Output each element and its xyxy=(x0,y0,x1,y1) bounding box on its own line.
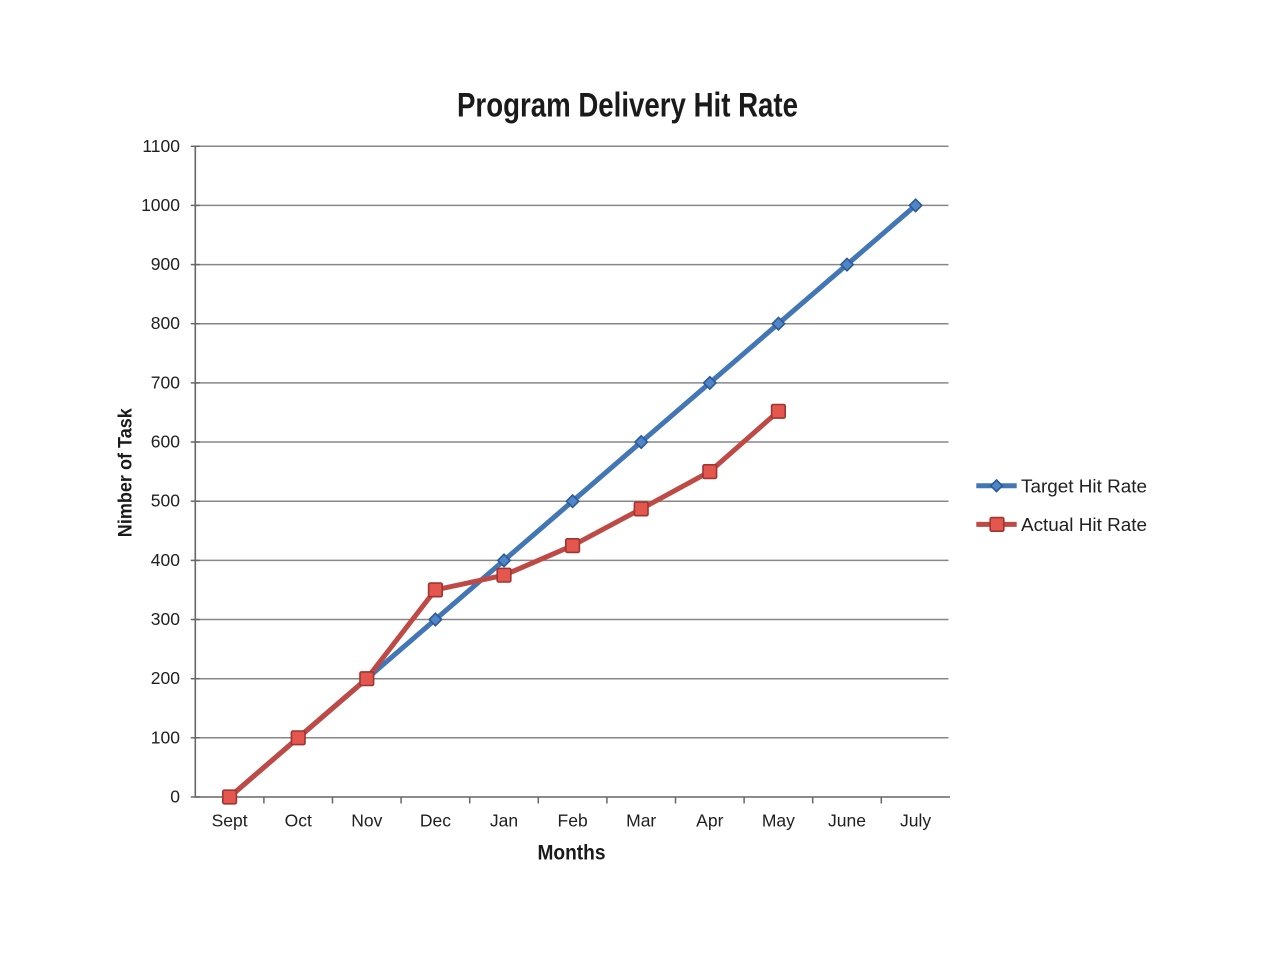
svg-text:200: 200 xyxy=(151,668,180,688)
svg-text:Program Delivery Hit Rate: Program Delivery Hit Rate xyxy=(457,87,798,125)
svg-text:Mar: Mar xyxy=(626,810,656,830)
svg-text:800: 800 xyxy=(151,313,180,333)
svg-text:Apr: Apr xyxy=(696,810,723,830)
svg-text:1000: 1000 xyxy=(141,195,180,215)
svg-text:Nov: Nov xyxy=(351,810,382,830)
svg-text:600: 600 xyxy=(151,432,180,452)
svg-text:100: 100 xyxy=(151,727,180,747)
svg-text:Dec: Dec xyxy=(420,810,451,830)
svg-text:500: 500 xyxy=(151,491,180,511)
svg-text:Feb: Feb xyxy=(558,810,588,830)
svg-text:700: 700 xyxy=(151,372,180,392)
svg-text:May: May xyxy=(762,810,795,830)
svg-text:Nimber of Task: Nimber of Task xyxy=(116,408,137,537)
svg-text:Sept: Sept xyxy=(212,810,248,830)
svg-text:Months: Months xyxy=(538,841,606,864)
svg-text:0: 0 xyxy=(170,787,180,807)
svg-text:1100: 1100 xyxy=(142,136,180,156)
svg-text:Jan: Jan xyxy=(490,810,518,830)
svg-text:Oct: Oct xyxy=(285,810,312,830)
svg-text:June: June xyxy=(828,810,866,830)
svg-text:Target Hit Rate: Target Hit Rate xyxy=(1021,476,1147,496)
svg-text:July: July xyxy=(900,810,931,830)
svg-text:400: 400 xyxy=(151,550,180,570)
svg-text:300: 300 xyxy=(151,609,180,629)
svg-text:900: 900 xyxy=(151,254,180,274)
svg-text:Actual Hit Rate: Actual Hit Rate xyxy=(1021,515,1147,535)
